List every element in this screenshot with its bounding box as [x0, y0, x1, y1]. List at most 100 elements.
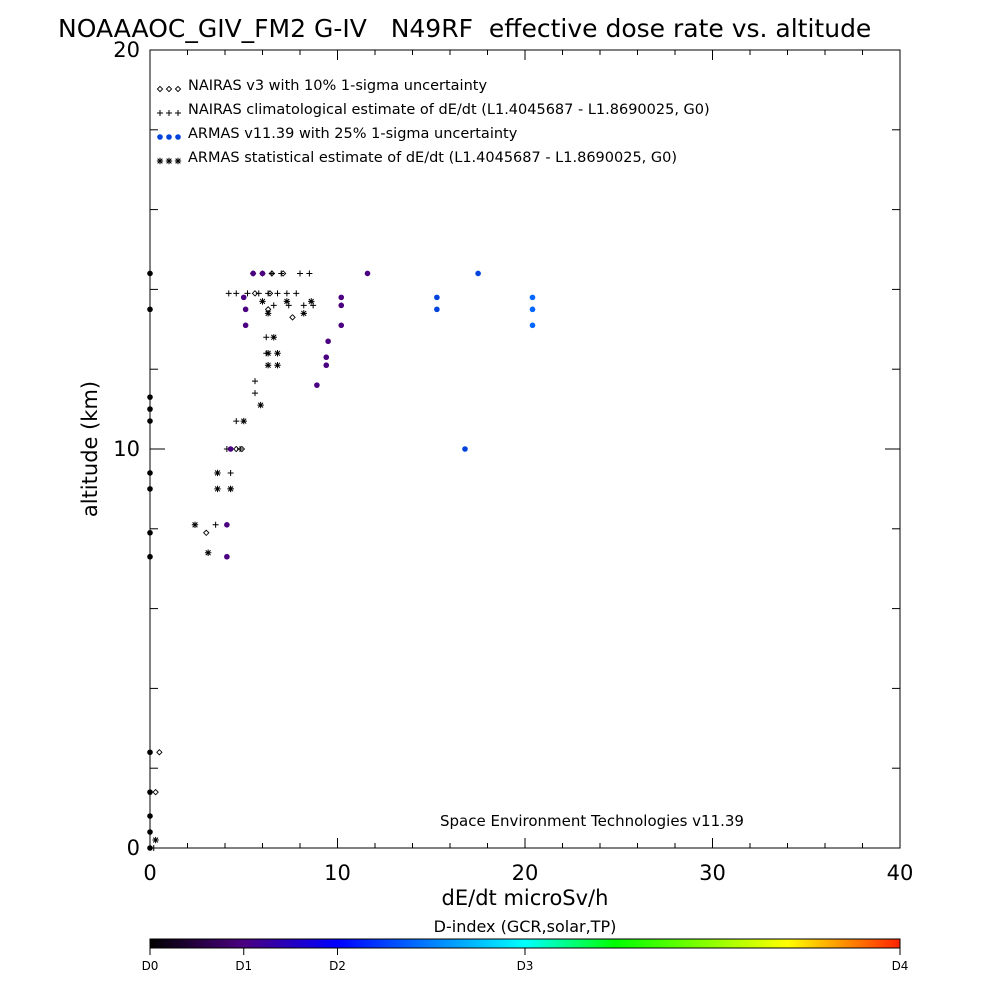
data-point-dot [147, 406, 153, 412]
data-point-plus [306, 270, 313, 277]
data-point-dot [338, 302, 345, 309]
data-point-asterisk [214, 469, 221, 477]
y-tick-label: 0 [127, 836, 140, 860]
data-point-asterisk [274, 362, 281, 369]
data-point-dot [314, 382, 320, 388]
legend-symbol [175, 134, 181, 140]
data-point-asterisk [259, 298, 266, 305]
data-point-dot [338, 294, 345, 301]
data-point-plus [225, 290, 232, 297]
data-point-plus [278, 270, 285, 277]
legend-symbol [157, 134, 163, 140]
data-point-plus [270, 302, 277, 309]
x-tick-label: 20 [512, 861, 539, 885]
data-point-plus [255, 290, 262, 297]
data-point-dot [147, 813, 153, 819]
data-point-dot [147, 749, 153, 756]
data-point-asterisk [227, 485, 234, 493]
legend-symbol [157, 110, 163, 116]
legend-label: ARMAS v11.39 with 25% 1-sigma uncertaint… [188, 126, 518, 142]
data-point-asterisk [204, 549, 212, 556]
data-point-plus [233, 418, 240, 425]
data-point-dot [227, 446, 234, 452]
colorbar [149, 938, 901, 949]
data-point-dot [224, 553, 230, 560]
data-point-asterisk [300, 310, 307, 317]
data-point-asterisk [264, 310, 272, 317]
data-point-plus [300, 302, 307, 309]
data-point-diamond [203, 529, 210, 537]
annotation-credit: Space Environment Technologies v11.39 [440, 812, 744, 830]
legend-symbol [175, 110, 181, 116]
data-point-dot [240, 294, 247, 301]
legend-label: ARMAS statistical estimate of dE/dt (L1.… [188, 150, 677, 166]
data-point-dot [259, 270, 266, 277]
plot-frame [149, 49, 901, 849]
data-point-plus [265, 290, 272, 297]
colorbar-label: D1 [235, 959, 252, 973]
data-point-dot [529, 322, 536, 329]
data-points [147, 270, 536, 851]
data-point-asterisk [283, 298, 291, 305]
data-point-dot [147, 470, 153, 476]
data-point-plus [237, 446, 243, 452]
data-point-dot [529, 306, 536, 313]
data-point-plus [297, 270, 303, 277]
data-point-diamond [289, 314, 296, 321]
legend-symbol [156, 157, 164, 165]
colorbar-labels: D0 D1 D2 D3 D4 [142, 948, 908, 973]
colorbar-label: D0 [142, 959, 159, 973]
data-point-dot [338, 322, 345, 329]
data-point-plus [244, 290, 251, 297]
data-point-asterisk [191, 521, 199, 529]
legend-symbol [174, 85, 182, 93]
axis-tick-labels: 0 10 20 30 40 0 10 20 [113, 38, 913, 885]
data-point-diamond [152, 788, 159, 796]
data-point-plus [293, 290, 300, 297]
colorbar-label: D3 [517, 959, 534, 973]
axis-ticks [149, 49, 901, 849]
y-tick-label: 20 [113, 38, 140, 62]
x-tick-label: 0 [143, 861, 156, 885]
x-axis-label: dE/dt microSv/h [442, 886, 609, 910]
data-point-dot [434, 294, 440, 301]
data-point-plus [252, 390, 258, 397]
colorbar-title: D-index (GCR,solar,TP) [434, 917, 617, 936]
data-point-dot [250, 270, 256, 277]
legend-symbol [156, 85, 164, 93]
data-point-dot [364, 270, 371, 277]
x-tick-label: 30 [699, 861, 726, 885]
data-point-dot [147, 829, 153, 835]
data-point-diamond [251, 290, 259, 297]
data-point-dot [434, 306, 440, 313]
data-point-dot [224, 522, 230, 528]
data-point-asterisk [270, 334, 277, 341]
colorbar-label: D2 [329, 959, 346, 973]
data-point-dot [147, 306, 153, 313]
data-point-dot [147, 789, 153, 795]
data-point-asterisk [264, 350, 272, 357]
data-point-dot [147, 270, 153, 277]
data-point-dot [529, 294, 536, 301]
y-axis-label: altitude (km) [78, 381, 102, 517]
data-point-plus [227, 469, 234, 476]
data-point-diamond [233, 445, 240, 453]
data-point-asterisk [240, 417, 247, 425]
data-point-asterisk [274, 350, 281, 357]
legend-symbol [165, 157, 173, 165]
legend-symbol [165, 85, 173, 93]
data-point-dot [147, 529, 153, 536]
data-point-dot [147, 486, 153, 492]
data-point-dot [462, 446, 468, 452]
data-point-asterisk [257, 401, 264, 409]
data-point-dot [242, 306, 249, 313]
data-point-dot [147, 418, 153, 424]
legend-label: NAIRAS climatological estimate of dE/dt … [188, 102, 710, 118]
x-tick-label: 40 [887, 861, 914, 885]
data-point-plus [283, 290, 290, 297]
data-point-dot [242, 322, 249, 329]
data-point-dot [147, 394, 153, 400]
data-point-dot [323, 354, 330, 361]
